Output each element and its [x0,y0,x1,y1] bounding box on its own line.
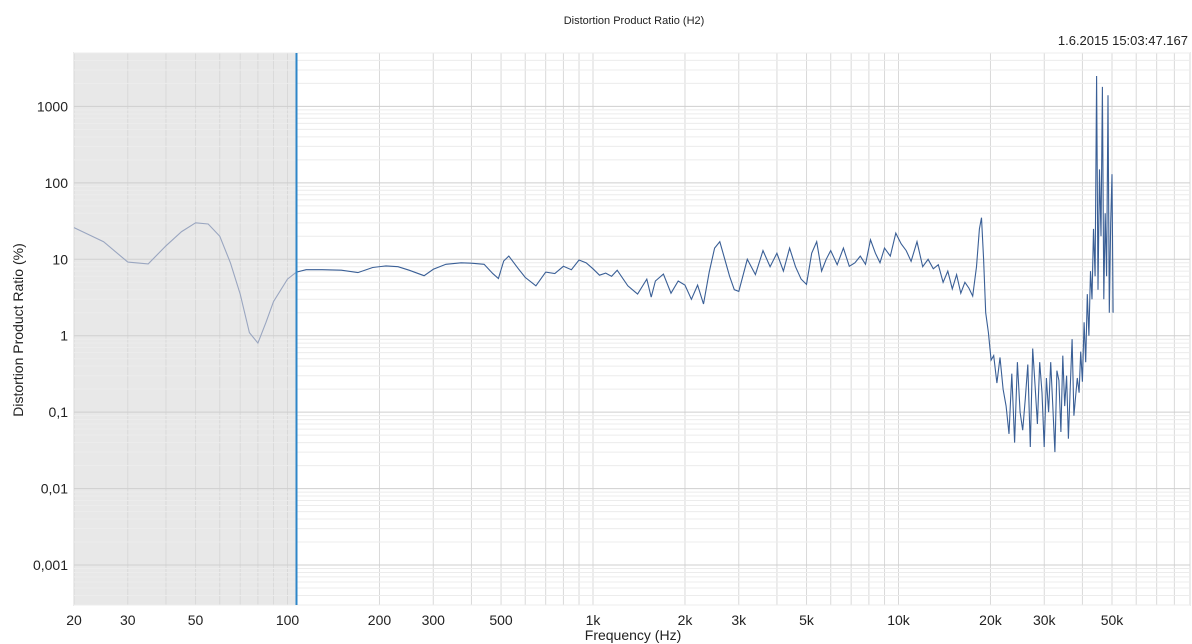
x-tick-label: 2k [678,612,694,628]
x-axis-label: Frequency (Hz) [584,627,682,643]
chart-title: Distortion Product Ratio (H2) [563,15,705,27]
y-tick-label: 1 [60,328,68,344]
x-tick-label: 100 [276,612,300,628]
x-tick-label: 20k [979,612,1003,628]
x-tick-label: 300 [422,612,446,628]
x-tick-label: 200 [368,612,392,628]
grid [73,52,1191,606]
y-tick-label: 10 [52,251,68,267]
x-tick-label: 10k [887,612,911,628]
x-tick-label: 30k [1033,612,1057,628]
x-tick-label: 1k [586,612,602,628]
series-line [296,75,1114,453]
x-tick-label: 3k [731,612,747,628]
shaded-region [74,53,297,605]
y-tick-label: 0,01 [41,481,68,497]
series-line-muted [73,222,297,345]
y-tick-label: 100 [45,175,69,191]
x-tick-label: 50k [1101,612,1125,628]
timestamp: 1.6.2015 15:03:47.167 [1057,33,1188,48]
y-tick-label: 0,1 [49,404,69,420]
x-tick-label: 50 [188,612,204,628]
x-tick-label: 20 [66,612,82,628]
tick-labels: 20 30 50 100 200 300 500 1k 2k 3k 5k 10k 20k 30k 50k10… [33,98,1124,628]
x-tick-label: 5k [799,612,815,628]
x-tick-label: 500 [489,612,513,628]
y-tick-label: 0,001 [33,557,68,573]
x-tick-label: 30 [120,612,136,628]
y-tick-label: 1000 [37,98,68,114]
